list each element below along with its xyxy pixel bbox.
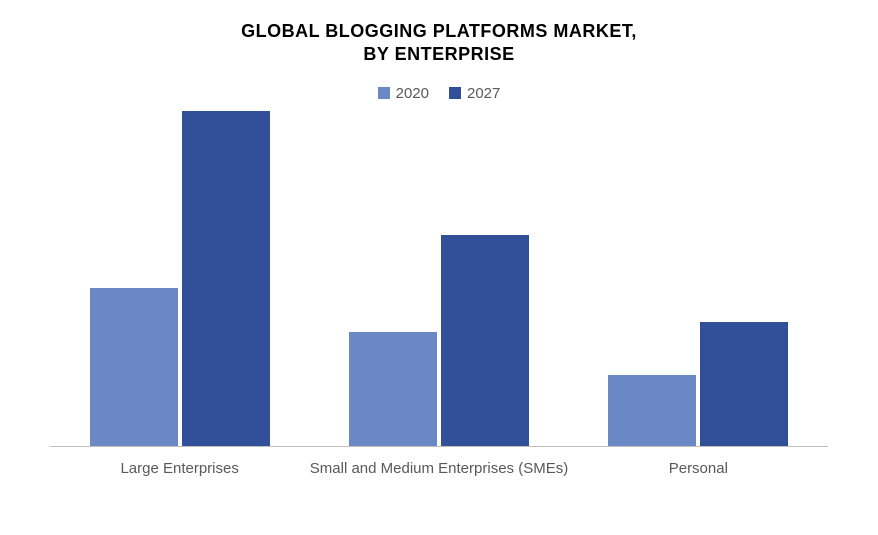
x-axis-labels: Large Enterprises Small and Medium Enter… <box>50 459 828 479</box>
bar-group-0 <box>50 111 309 446</box>
legend: 2020 2027 <box>30 85 848 102</box>
bar-2-2027 <box>700 322 788 446</box>
bar-2-2020 <box>608 375 696 445</box>
legend-item-2027: 2027 <box>449 85 500 102</box>
legend-swatch-2027 <box>449 87 461 99</box>
bar-1-2027 <box>441 235 529 446</box>
chart-title-line1: GLOBAL BLOGGING PLATFORMS MARKET, <box>30 20 848 43</box>
x-label-2: Personal <box>569 459 828 479</box>
legend-label-2027: 2027 <box>467 85 500 102</box>
bar-group-2 <box>569 322 828 446</box>
bar-1-2020 <box>349 332 437 446</box>
x-label-1: Small and Medium Enterprises (SMEs) <box>309 459 568 479</box>
legend-swatch-2020 <box>378 87 390 99</box>
legend-label-2020: 2020 <box>396 85 429 102</box>
bar-0-2020 <box>90 288 178 445</box>
chart-title: GLOBAL BLOGGING PLATFORMS MARKET, BY ENT… <box>30 20 848 67</box>
bar-group-1 <box>309 235 568 446</box>
bar-0-2027 <box>182 111 270 446</box>
x-label-0: Large Enterprises <box>50 459 309 479</box>
chart-title-line2: BY ENTERPRISE <box>30 43 848 66</box>
chart-plot-area <box>50 112 828 447</box>
plot <box>50 112 828 447</box>
legend-item-2020: 2020 <box>378 85 429 102</box>
